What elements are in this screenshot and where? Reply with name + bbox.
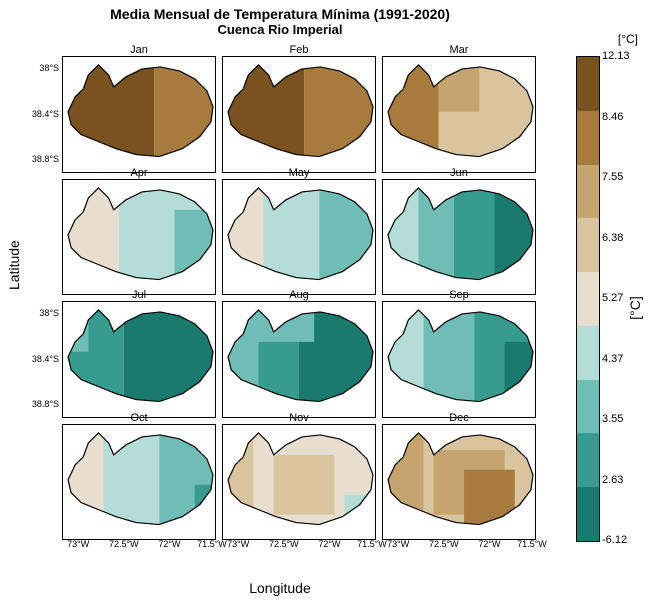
colorbar-segment [577,433,599,487]
y-axis-label: Latitude [6,240,22,290]
colorbar-ticks: -6.122.633.554.375.276.387.558.4612.13 [602,56,638,540]
panel-mar: Mar [382,56,536,173]
colorbar-tick-label: 4.37 [602,353,623,365]
colorbar [576,56,600,542]
panel-may: May [222,179,376,296]
colorbar-segment [577,380,599,434]
colorbar-segment [577,218,599,272]
colorbar-segment [577,57,599,111]
title-line-2: Cuenca Rio Imperial [0,22,560,37]
panel-sep: Sep [382,301,536,418]
title-line-1: Media Mensual de Temperatura Mínima (199… [0,6,560,22]
colorbar-segment [577,487,599,541]
colorbar-unit-top: [°C] [618,32,638,46]
panel-feb: Feb [222,56,376,173]
colorbar-segment [577,326,599,380]
x-ticks: 73°W72.5°W72°W71.5°W [223,539,375,553]
chart-title: Media Mensual de Temperatura Mínima (199… [0,6,560,37]
y-ticks: 38°S38.4°S38.8°S [23,302,63,417]
colorbar-tick-label: 12.13 [602,50,630,62]
colorbar-tick-label: 7.55 [602,171,623,183]
panel-jan: Jan38°S38.4°S38.8°S [62,56,216,173]
panel-label: Jan [63,44,215,56]
colorbar-tick-label: -6.12 [602,534,627,546]
panel-apr: Apr [62,179,216,296]
colorbar-segment [577,165,599,219]
panel-oct: Oct73°W72.5°W72°W71.5°W [62,424,216,541]
panel-nov: Nov73°W72.5°W72°W71.5°W [222,424,376,541]
y-ticks: 38°S38.4°S38.8°S [23,57,63,172]
panel-jun: Jun [382,179,536,296]
panel-label: Feb [223,44,375,56]
x-axis-label: Longitude [0,580,560,596]
colorbar-segment [577,272,599,326]
colorbar-tick-label: 3.55 [602,413,623,425]
colorbar-tick-label: 8.46 [602,111,623,123]
colorbar-segment [577,111,599,165]
colorbar-tick-label: 6.38 [602,232,623,244]
panel-dec: Dec73°W72.5°W72°W71.5°W [382,424,536,541]
panel-grid: Jan38°S38.4°S38.8°SFebMar AprMayJun Jul38°… [62,56,536,540]
figure-container: Media Mensual de Temperatura Mínima (199… [0,0,650,600]
colorbar-tick-label: 2.63 [602,474,623,486]
panel-jul: Jul38°S38.4°S38.8°S [62,301,216,418]
x-ticks: 73°W72.5°W72°W71.5°W [63,539,215,553]
x-ticks: 73°W72.5°W72°W71.5°W [383,539,535,553]
panel-aug: Aug [222,301,376,418]
panel-label: Mar [383,44,535,56]
colorbar-tick-label: 5.27 [602,292,623,304]
